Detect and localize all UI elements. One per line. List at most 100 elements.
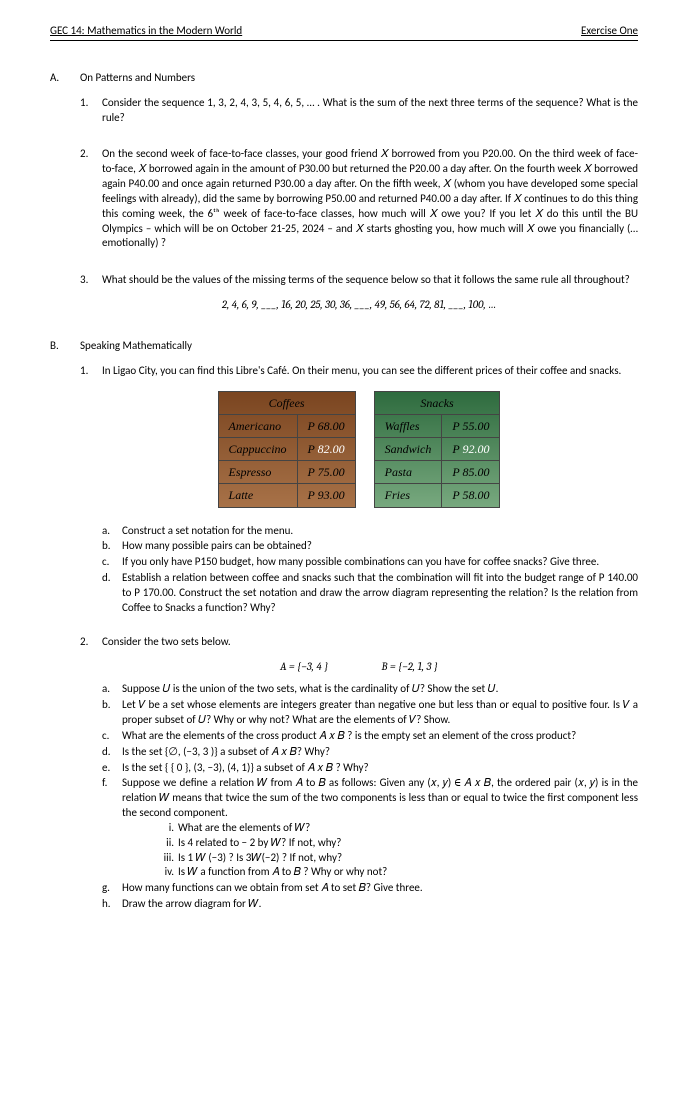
snack-row-name: Waffles — [374, 414, 442, 437]
b2-sub: a. Suppose 𝑈 is the union of the two set… — [102, 682, 638, 697]
a-item-3-num: 3. — [80, 273, 102, 288]
sub-body: Draw the arrow diagram for 𝑊. — [122, 897, 638, 912]
coffee-row-price: P 82.00 — [297, 438, 355, 461]
section-a-title: On Patterns and Numbers — [80, 71, 195, 86]
b2-sub-f: f. Suppose we define a relation 𝑊 from 𝐴… — [102, 776, 638, 880]
snack-row-name: Fries — [374, 484, 442, 507]
sub-mark: g. — [102, 881, 122, 896]
a-item-1-text: Consider the sequence 1, 3, 2, 4, 3, 5, … — [102, 96, 638, 126]
roman-mark: i. — [154, 821, 178, 836]
sub-body: If you only have P150 budget, how many p… — [122, 555, 638, 570]
a-item-1: 1. Consider the sequence 1, 3, 2, 4, 3, … — [80, 96, 638, 126]
sub-body: Suppose 𝑈 is the union of the two sets, … — [122, 682, 638, 697]
coffee-row-name: Americano — [218, 414, 297, 437]
a-item-2-text: On the second week of face-to-face class… — [102, 147, 638, 251]
sub-body: Suppose we define a relation 𝑊 from 𝐴 to… — [122, 776, 638, 880]
section-a-body: 1. Consider the sequence 1, 3, 2, 4, 3, … — [50, 96, 638, 313]
roman-row: iii. Is 1 𝑊 (−3) ? Is 3𝑊(−2) ? If not, w… — [122, 851, 638, 866]
b2-sub: g. How many functions can we obtain from… — [102, 881, 638, 896]
sub-mark: h. — [102, 897, 122, 912]
a-item-2: 2. On the second week of face-to-face cl… — [80, 147, 638, 251]
section-b-heading: B. Speaking Mathematically — [50, 339, 638, 354]
sub-mark: d. — [102, 571, 122, 616]
menu-tables: Coffees Americano P 68.00 Cappuccino P 8… — [80, 391, 638, 508]
snack-row-price: P 85.00 — [442, 461, 500, 484]
b2-sub: e. Is the set { { 0 }, (3, −3), (4, 1)} … — [102, 761, 638, 776]
coffee-row-price: P 93.00 — [297, 484, 355, 507]
sub-mark: c. — [102, 729, 122, 744]
snack-row-name: Sandwich — [374, 438, 442, 461]
snack-row-price: P 55.00 — [442, 414, 500, 437]
a-item-3-text: What should be the values of the missing… — [102, 273, 638, 288]
b2-sub: h. Draw the arrow diagram for 𝑊. — [102, 897, 638, 912]
sub-mark: b. — [102, 539, 122, 554]
sub-mark: d. — [102, 745, 122, 760]
roman-body: Is 4 related to − 2 by 𝑊? If not, why? — [178, 836, 638, 851]
b2-subs: a. Suppose 𝑈 is the union of the two set… — [80, 682, 638, 912]
b-item-2-eq: A = {−3, 4 } B = {−2, 1, 3 } — [80, 660, 638, 675]
sub-mark: f. — [102, 776, 122, 880]
page: GEC 14: Mathematics in the Modern World … — [0, 0, 688, 1117]
sub-body: How many functions can we obtain from se… — [122, 881, 638, 896]
roman-row: iv. Is 𝑊 a function from 𝐴 to 𝐵 ? Why or… — [122, 865, 638, 880]
sub-mark: e. — [102, 761, 122, 776]
roman-body: Is 1 𝑊 (−3) ? Is 3𝑊(−2) ? If not, why? — [178, 851, 638, 866]
sub-body: Establish a relation between coffee and … — [122, 571, 638, 616]
sub-body: How many possible pairs can be obtained? — [122, 539, 638, 554]
snacks-table: Snacks Waffles P 55.00 Sandwich P 92.00 … — [374, 391, 501, 508]
section-a-mark: A. — [50, 71, 80, 86]
section-b-body: 1. In Ligao City, you can find this Libr… — [50, 364, 638, 912]
b1-sub: b. How many possible pairs can be obtain… — [102, 539, 638, 554]
coffees-table: Coffees Americano P 68.00 Cappuccino P 8… — [218, 391, 356, 508]
roman-mark: iii. — [154, 851, 178, 866]
b2-sub: d. Is the set {∅, (−3, 3 )} a subset of … — [102, 745, 638, 760]
roman-mark: iv. — [154, 865, 178, 880]
sub-f-text: Suppose we define a relation 𝑊 from 𝐴 to… — [122, 776, 638, 821]
b1-sub: d. Establish a relation between coffee a… — [102, 571, 638, 616]
snacks-head: Snacks — [374, 391, 500, 414]
sub-mark: c. — [102, 555, 122, 570]
sub-body: What are the elements of the cross produ… — [122, 729, 638, 744]
roman-body: What are the elements of 𝑊? — [178, 821, 638, 836]
b-item-1-intro: In Ligao City, you can find this Libre's… — [102, 364, 638, 379]
b-item-2-intro: Consider the two sets below. — [102, 635, 638, 650]
roman-row: ii. Is 4 related to − 2 by 𝑊? If not, wh… — [122, 836, 638, 851]
b-item-2-num: 2. — [80, 635, 102, 650]
b2-sub: c. What are the elements of the cross pr… — [102, 729, 638, 744]
sub-body: Is the set {∅, (−3, 3 )} a subset of 𝐴 𝑥… — [122, 745, 638, 760]
coffee-row-name: Espresso — [218, 461, 297, 484]
b1-subs: a. Construct a set notation for the menu… — [80, 524, 638, 616]
header-left: GEC 14: Mathematics in the Modern World — [50, 24, 242, 39]
a-item-2-num: 2. — [80, 147, 102, 251]
b-item-1-num: 1. — [80, 364, 102, 379]
coffee-row-name: Latte — [218, 484, 297, 507]
price-white: 82.00 — [318, 442, 345, 456]
b-item-2: 2. Consider the two sets below. — [80, 635, 638, 650]
a-item-3-eq: 2, 4, 6, 9, ___, 16, 20, 25, 30, 36, ___… — [80, 298, 638, 313]
coffee-row-price: P 68.00 — [297, 414, 355, 437]
page-header: GEC 14: Mathematics in the Modern World … — [50, 24, 638, 41]
section-b-title: Speaking Mathematically — [80, 339, 192, 354]
price-white: 92.00 — [462, 442, 489, 456]
sub-body: Let 𝑉 be a set whose elements are intege… — [122, 698, 638, 728]
price-pre: P — [452, 442, 462, 456]
roman-row: i. What are the elements of 𝑊? — [122, 821, 638, 836]
b2-sub: b. Let 𝑉 be a set whose elements are int… — [102, 698, 638, 728]
sub-mark: b. — [102, 698, 122, 728]
header-right: Exercise One — [581, 24, 638, 39]
snack-row-price: P 58.00 — [442, 484, 500, 507]
price-pre: P — [308, 442, 318, 456]
coffee-row-name: Cappuccino — [218, 438, 297, 461]
a-item-3: 3. What should be the values of the miss… — [80, 273, 638, 288]
roman-mark: ii. — [154, 836, 178, 851]
snack-row-name: Pasta — [374, 461, 442, 484]
sub-body: Construct a set notation for the menu. — [122, 524, 638, 539]
sub-body: Is the set { { 0 }, (3, −3), (4, 1)} a s… — [122, 761, 638, 776]
roman-body: Is 𝑊 a function from 𝐴 to 𝐵 ? Why or why… — [178, 865, 638, 880]
sub-mark: a. — [102, 524, 122, 539]
b1-sub: a. Construct a set notation for the menu… — [102, 524, 638, 539]
sub-mark: a. — [102, 682, 122, 697]
coffees-head: Coffees — [218, 391, 355, 414]
section-a-heading: A. On Patterns and Numbers — [50, 71, 638, 86]
a-item-1-num: 1. — [80, 96, 102, 126]
